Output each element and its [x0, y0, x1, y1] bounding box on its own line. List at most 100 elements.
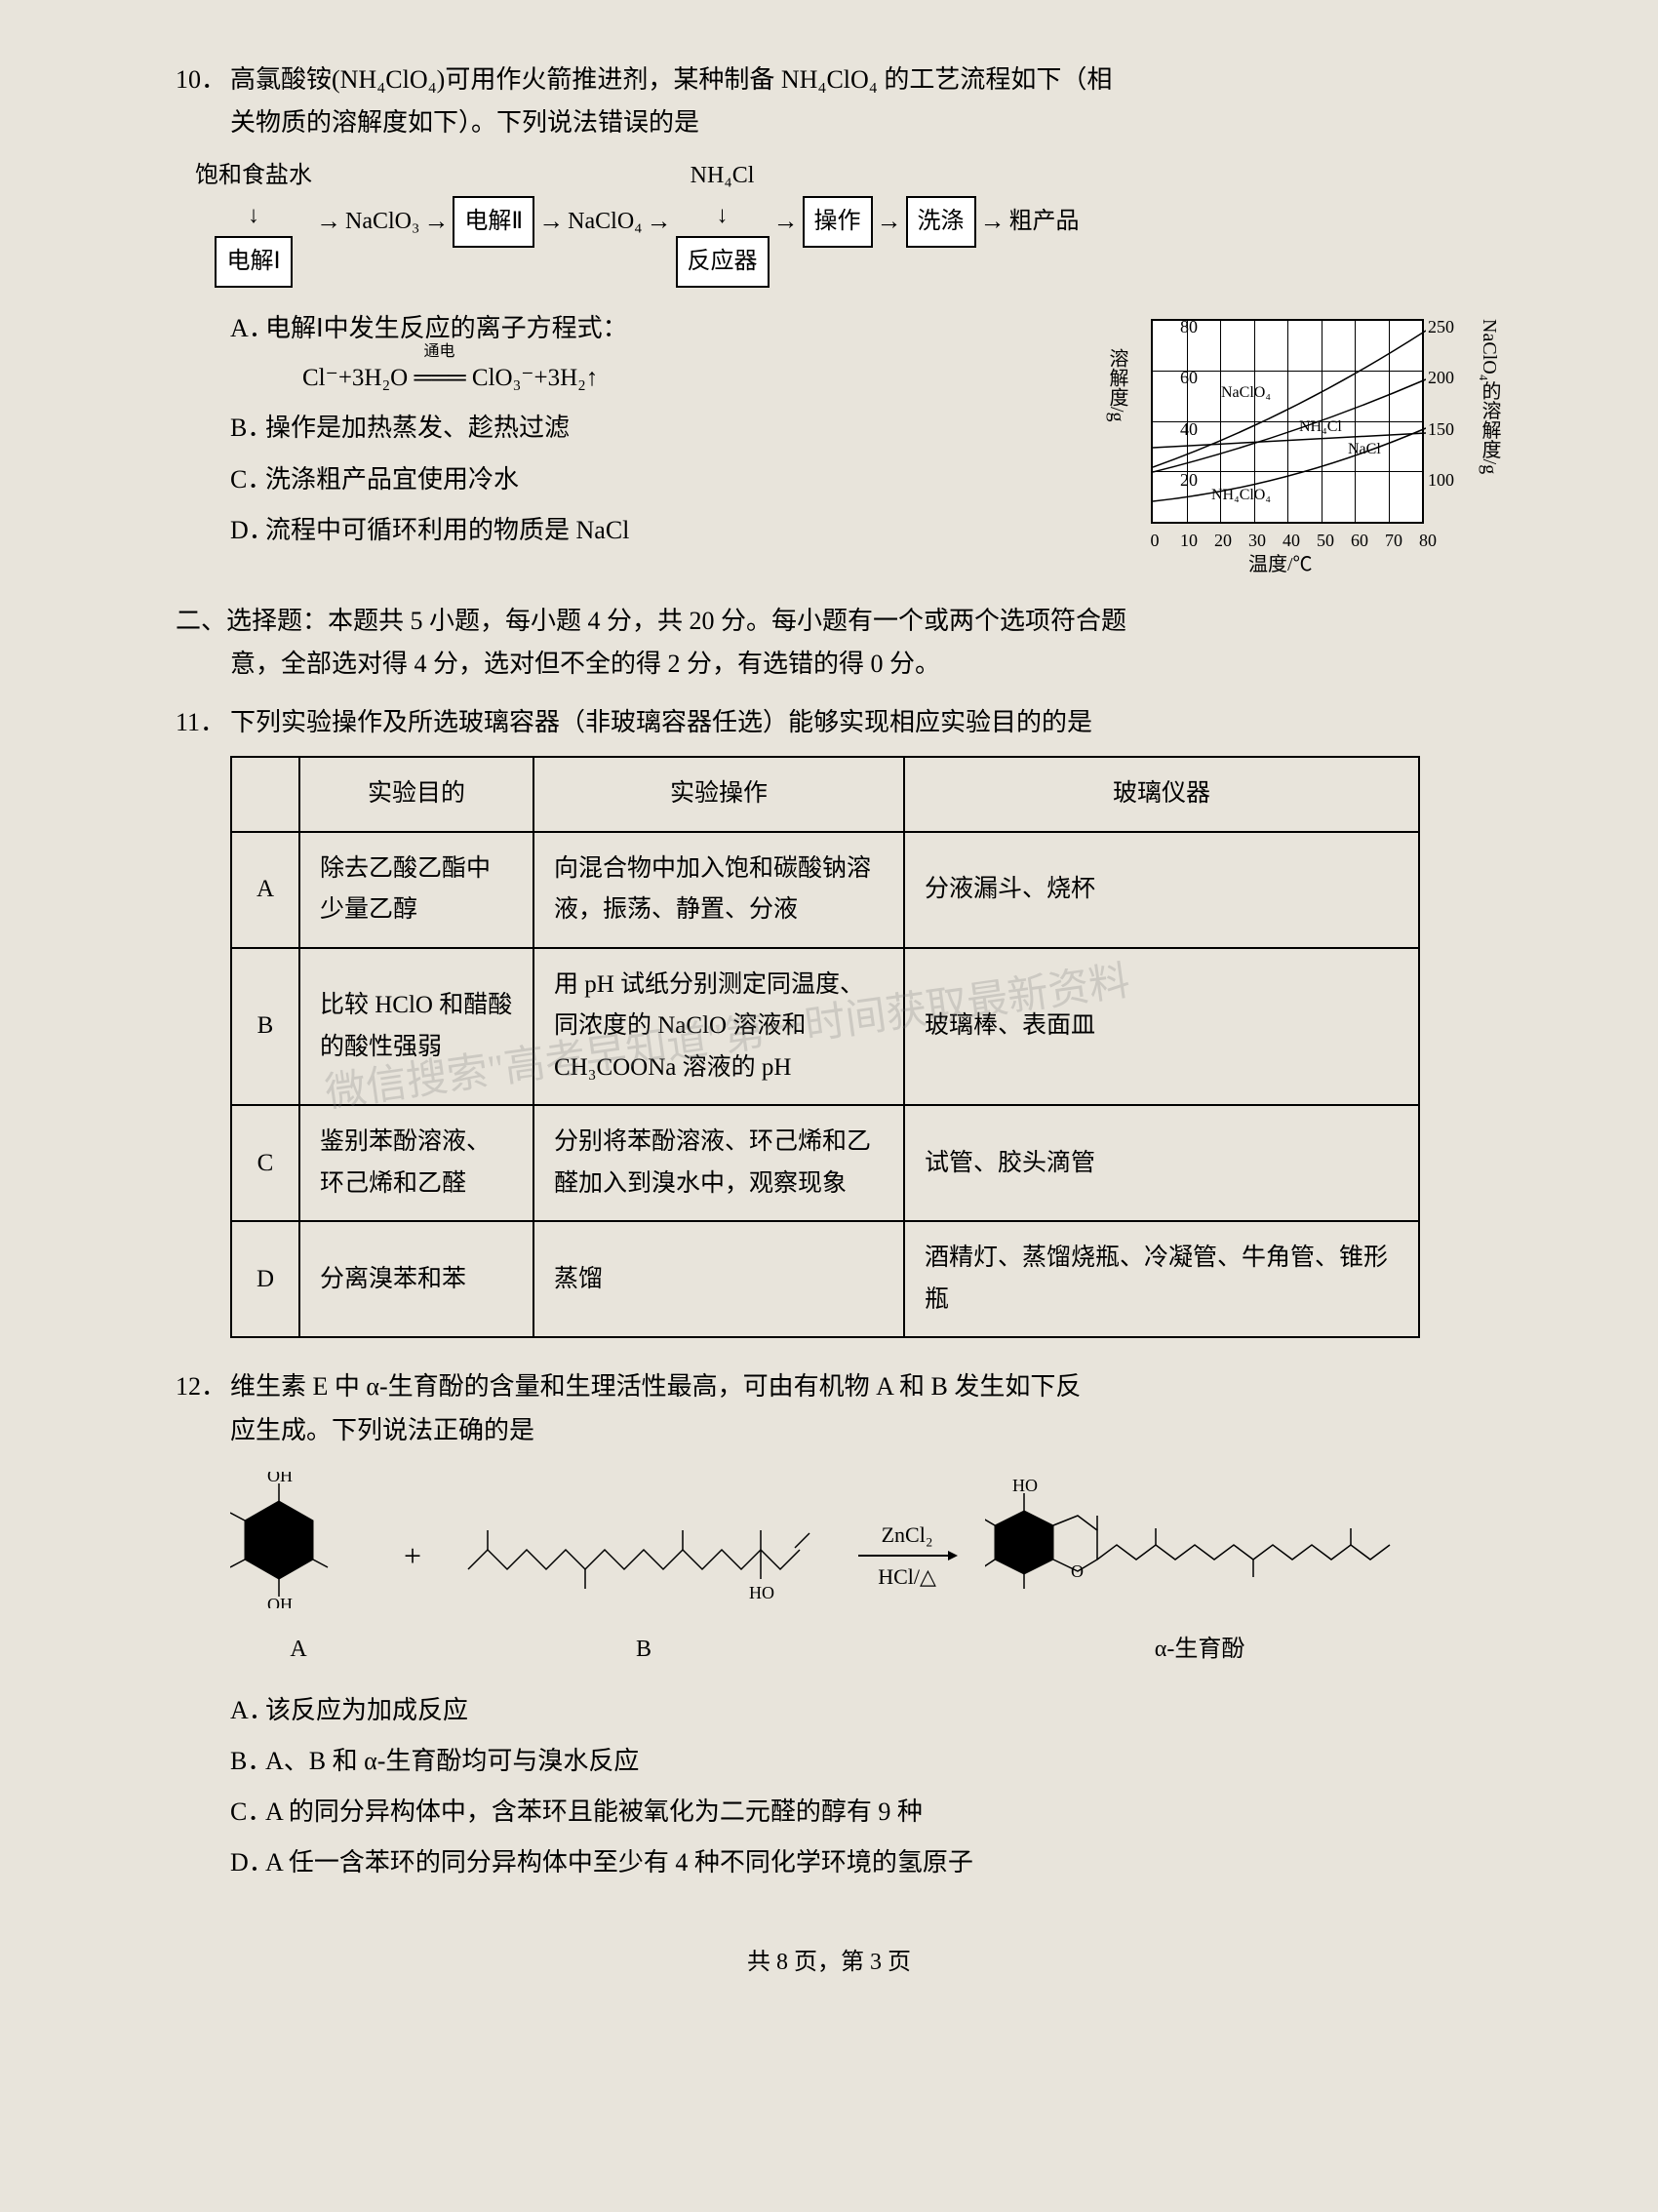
flow-box-5: 洗涤 — [906, 196, 976, 248]
svg-text:HO: HO — [749, 1583, 774, 1602]
option-b-text: A、B 和 α-生育酚均可与溴水反应 — [265, 1747, 639, 1775]
q10-flow-diagram: 饱和食盐水 ↓ 电解Ⅰ → NaClO₃ → 电解Ⅱ → NaClO₄ → NH… — [195, 156, 1482, 287]
xtick: 70 — [1374, 526, 1413, 556]
question-12: 12．维生素 E 中 α-生育酚的含量和生理活性最高，可由有机物 A 和 B 发… — [176, 1365, 1482, 1884]
xtick: 20 — [1204, 526, 1243, 556]
flow-node-3: 粗产品 — [1009, 202, 1080, 242]
section-2-header: 二、选择题：本题共 5 小题，每小题 4 分，共 20 分。每小题有一个或两个选… — [176, 600, 1482, 686]
option-a-equation: Cl⁻+3H₂O 通电═══ ClO₃⁻+3H₂↑ — [176, 358, 1092, 400]
flow-node-2: NaClO₄ — [568, 202, 642, 242]
flow-label-nh4cl: NH₄Cl — [691, 156, 755, 196]
down-arrow-icon: ↓ — [248, 196, 259, 236]
xtick: 0 — [1135, 526, 1174, 556]
option-c-label: C． — [230, 458, 265, 501]
arrow-icon: → — [316, 200, 341, 243]
th-0 — [231, 757, 299, 832]
option-d-label: D． — [230, 509, 265, 552]
table-header-row: 实验目的 实验操作 玻璃仪器 — [231, 757, 1419, 832]
structure-a-label: A — [230, 1630, 367, 1670]
table-row: B 比较 HClO 和醋酸的酸性强弱 用 pH 试纸分别测定同温度、同浓度的 N… — [231, 948, 1419, 1106]
arrow-icon: → — [423, 200, 449, 243]
ytick: 40 — [1159, 415, 1198, 445]
q12-reaction-scheme: OH OH A + HO B — [230, 1472, 1482, 1670]
cell: C — [231, 1105, 299, 1221]
curve-label-2: NaCl — [1348, 436, 1381, 462]
cell: 用 pH 试纸分别测定同温度、同浓度的 NaClO 溶液和 CH₃COONa 溶… — [533, 948, 904, 1106]
y2tick: 150 — [1428, 415, 1477, 445]
question-10: 10．高氯酸铵(NH₄ClO₄)可用作火箭推进剂，某种制备 NH₄ClO₄ 的工… — [176, 59, 1482, 573]
q10-solubility-chart: 溶解度/g NaClO₄的溶解度/g NaClO₄ NH₄Cl NaCl NH — [1092, 299, 1482, 573]
y2tick: 100 — [1428, 465, 1477, 495]
ytick: 20 — [1159, 465, 1198, 495]
xtick: 80 — [1408, 526, 1447, 556]
reaction-arrow: ZnCl₂ HCl/△ — [858, 1517, 956, 1596]
arrow-icon: → — [877, 200, 902, 243]
cell: 分别将苯酚溶液、环己烯和乙醛加入到溴水中，观察现象 — [533, 1105, 904, 1221]
q12-number: 12． — [176, 1365, 230, 1408]
structure-product-label: α-生育酚 — [985, 1630, 1414, 1670]
q10-text-line1: 高氯酸铵(NH₄ClO₄)可用作火箭推进剂，某种制备 NH₄ClO₄ 的工艺流程… — [230, 65, 1112, 94]
flow-box-3: 反应器 — [676, 236, 770, 288]
arrow-icon: → — [773, 200, 799, 243]
y2tick: 200 — [1428, 363, 1477, 393]
option-d-text: A 任一含苯环的同分异构体中至少有 4 种不同化学环境的氢原子 — [265, 1848, 973, 1876]
curve-naclo4 — [1153, 331, 1426, 467]
option-a-label: A． — [230, 307, 265, 350]
flow-box-1: 电解Ⅰ — [215, 236, 292, 288]
th-3: 玻璃仪器 — [904, 757, 1419, 832]
y2-axis-label: NaClO₄的溶解度/g — [1473, 319, 1506, 474]
table-row: C 鉴别苯酚溶液、环己烯和乙醛 分别将苯酚溶液、环己烯和乙醛加入到溴水中，观察现… — [231, 1105, 1419, 1221]
th-1: 实验目的 — [299, 757, 533, 832]
cell: 分液漏斗、烧杯 — [904, 832, 1419, 948]
reagent-bottom: HCl/△ — [878, 1559, 936, 1595]
option-a-label: A． — [230, 1689, 265, 1732]
option-b-label: B． — [230, 407, 265, 450]
ytick: 60 — [1159, 363, 1198, 393]
cell: 鉴别苯酚溶液、环己烯和乙醛 — [299, 1105, 533, 1221]
flow-box-2: 电解Ⅱ — [453, 196, 534, 248]
xtick: 10 — [1169, 526, 1208, 556]
flow-box-4: 操作 — [803, 196, 873, 248]
option-b-text: 操作是加热蒸发、趁热过滤 — [265, 414, 570, 442]
cell: 向混合物中加入饱和碳酸钠溶液，振荡、静置、分液 — [533, 832, 904, 948]
cell: 除去乙酸乙酯中少量乙醇 — [299, 832, 533, 948]
curve-label-3: NH₄ClO₄ — [1211, 482, 1271, 508]
q10-number: 10． — [176, 59, 230, 101]
arrow-icon: → — [647, 200, 672, 243]
cell: 分离溴苯和苯 — [299, 1221, 533, 1337]
section-header-line2: 意，全部选对得 4 分，选对但不全的得 2 分，有选错的得 0 分。 — [176, 643, 1482, 686]
option-d-text: 流程中可循环利用的物质是 NaCl — [265, 516, 629, 544]
th-2: 实验操作 — [533, 757, 904, 832]
option-d-label: D． — [230, 1841, 265, 1884]
y-axis-label: 溶解度/g — [1100, 348, 1133, 422]
q12-text-line2: 应生成。下列说法正确的是 — [176, 1409, 1482, 1452]
svg-text:HO: HO — [1012, 1476, 1038, 1495]
option-b-label: B． — [230, 1740, 265, 1783]
ytick: 80 — [1159, 312, 1198, 342]
q11-table: 实验目的 实验操作 玻璃仪器 A 除去乙酸乙酯中少量乙醇 向混合物中加入饱和碳酸… — [230, 756, 1420, 1338]
cell: 酒精灯、蒸馏烧瓶、冷凝管、牛角管、锥形瓶 — [904, 1221, 1419, 1337]
cell: D — [231, 1221, 299, 1337]
svg-text:O: O — [1071, 1561, 1084, 1581]
option-c-text: 洗涤粗产品宜使用冷水 — [265, 465, 519, 494]
plus-icon: + — [396, 1529, 429, 1582]
down-arrow-icon: ↓ — [717, 196, 729, 236]
curve-label-0: NaClO₄ — [1221, 379, 1271, 406]
arrow-icon: → — [538, 200, 564, 243]
flow-label-salt: 饱和食盐水 — [195, 156, 312, 196]
option-c-text: A 的同分异构体中，含苯环且能被氧化为二元醛的醇有 9 种 — [265, 1797, 923, 1826]
option-c-label: C． — [230, 1791, 265, 1834]
q12-text-line1: 维生素 E 中 α-生育酚的含量和生理活性最高，可由有机物 A 和 B 发生如下… — [230, 1372, 1081, 1401]
q11-number: 11． — [176, 701, 230, 744]
cell: A — [231, 832, 299, 948]
structure-product-icon: HO O — [985, 1472, 1414, 1608]
table-row: D 分离溴苯和苯 蒸馏 酒精灯、蒸馏烧瓶、冷凝管、牛角管、锥形瓶 — [231, 1221, 1419, 1337]
structure-b-icon: HO — [458, 1501, 829, 1608]
structure-b-label: B — [458, 1630, 829, 1670]
option-a-text: 该反应为加成反应 — [265, 1696, 468, 1724]
question-11: 11．下列实验操作及所选玻璃容器（非玻璃容器任选）能够实现相应实验目的的是 微信… — [176, 701, 1482, 1338]
flow-node-1: NaClO₃ — [345, 202, 419, 242]
q10-text-line2: 关物质的溶解度如下）。下列说法错误的是 — [176, 101, 1482, 144]
q11-text: 下列实验操作及所选玻璃容器（非玻璃容器任选）能够实现相应实验目的的是 — [230, 708, 1092, 736]
y2tick: 250 — [1428, 312, 1477, 342]
